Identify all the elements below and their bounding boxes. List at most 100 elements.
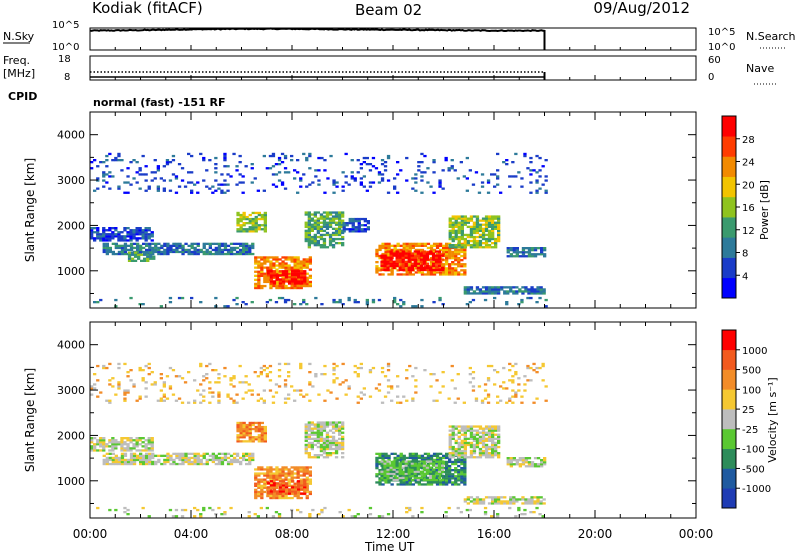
echo-cell — [257, 436, 261, 439]
echo-cell — [145, 248, 149, 252]
echo-cell — [419, 470, 424, 473]
echo-cell — [263, 436, 267, 439]
echo-cell — [159, 377, 163, 380]
echo-cell — [193, 506, 197, 510]
echo-cell — [288, 282, 292, 285]
echo-cell — [266, 492, 271, 495]
echo-cell — [278, 486, 283, 489]
echo-cell — [402, 454, 406, 457]
echo-cell — [257, 266, 261, 269]
echo-cell — [380, 256, 384, 259]
echo-cell — [472, 452, 477, 455]
echo-cell — [196, 244, 200, 247]
echo-cell — [281, 472, 285, 475]
echo-cell — [401, 250, 405, 253]
echo-cell — [472, 500, 477, 503]
echo-cell — [260, 434, 264, 437]
echo-cell — [257, 494, 261, 498]
echo-cell — [117, 252, 122, 256]
echo-cell — [126, 181, 130, 184]
echo-cell — [386, 466, 390, 469]
echo-cell — [169, 456, 173, 460]
echo-cell — [180, 179, 185, 182]
echo-cell — [451, 427, 455, 430]
echo-cell — [524, 502, 528, 505]
echo-cell — [509, 459, 513, 462]
echo-cell — [305, 488, 309, 491]
echo-cell — [448, 481, 452, 484]
echo-cell — [126, 233, 130, 236]
echo-cell — [480, 173, 485, 176]
echo-cell — [251, 226, 255, 229]
echo-cell — [431, 262, 436, 265]
echo-cell — [390, 479, 394, 482]
echo-cell — [431, 252, 436, 255]
echo-cell — [363, 228, 367, 231]
echo-cell — [187, 252, 191, 256]
echo-cell — [404, 470, 408, 473]
echo-cell — [245, 423, 249, 427]
echo-cell — [383, 472, 387, 475]
echo-cell — [472, 445, 477, 449]
echo-cell — [266, 470, 270, 473]
echo-cell — [205, 373, 209, 376]
echo-cell — [405, 250, 409, 254]
echo-cell — [299, 478, 303, 481]
echo-cell — [472, 502, 477, 505]
echo-cell — [407, 472, 411, 475]
echo-cell — [381, 246, 385, 250]
echo-cell — [181, 248, 185, 252]
echo-cell — [260, 262, 264, 265]
echo-cell — [454, 454, 458, 457]
echo-cell — [428, 474, 433, 477]
echo-cell — [117, 237, 121, 240]
echo-cell — [527, 500, 531, 503]
echo-cell — [196, 458, 200, 462]
echo-cell — [491, 500, 495, 503]
echo-cell — [271, 154, 276, 158]
echo-cell — [202, 242, 206, 245]
echo-cell — [196, 454, 200, 457]
echo-cell — [426, 454, 431, 457]
echo-cell — [300, 484, 304, 487]
echo-cell — [305, 496, 309, 500]
echo-cell — [257, 260, 261, 263]
echo-cell — [487, 431, 492, 434]
echo-cell — [360, 217, 364, 221]
echo-cell — [466, 242, 470, 245]
echo-cell — [414, 181, 418, 184]
echo-cell — [223, 454, 228, 457]
echo-cell — [211, 508, 215, 512]
echo-cell — [307, 421, 311, 424]
echo-cell — [310, 456, 314, 459]
echo-region — [304, 421, 345, 459]
echo-cell — [494, 223, 498, 226]
echo-cell — [383, 161, 388, 164]
echo-cell — [451, 261, 455, 264]
echo-cell — [454, 483, 458, 486]
echo-cell — [99, 239, 103, 242]
echo-cell — [296, 260, 300, 263]
echo-cell — [518, 498, 522, 501]
echo-cell — [419, 266, 424, 269]
echo-cell — [245, 427, 249, 431]
echo-cell — [310, 443, 314, 447]
echo-cell — [284, 466, 288, 469]
echo-cell — [211, 452, 215, 455]
echo-cell — [208, 244, 212, 247]
echo-cell — [431, 472, 436, 475]
echo-cell — [386, 266, 390, 269]
echo-cell — [317, 183, 321, 186]
echo-region — [96, 506, 545, 518]
echo-cell — [281, 494, 285, 498]
echo-cell — [328, 244, 333, 247]
echo-cell — [413, 256, 417, 259]
echo-cell — [395, 262, 399, 265]
echo-cell — [463, 246, 467, 249]
echo-cell — [416, 250, 420, 253]
echo-cell — [341, 441, 345, 445]
echo-cell — [392, 462, 396, 465]
echo-cell — [171, 369, 176, 372]
echo-cell — [304, 433, 308, 436]
echo-cell — [257, 478, 261, 481]
